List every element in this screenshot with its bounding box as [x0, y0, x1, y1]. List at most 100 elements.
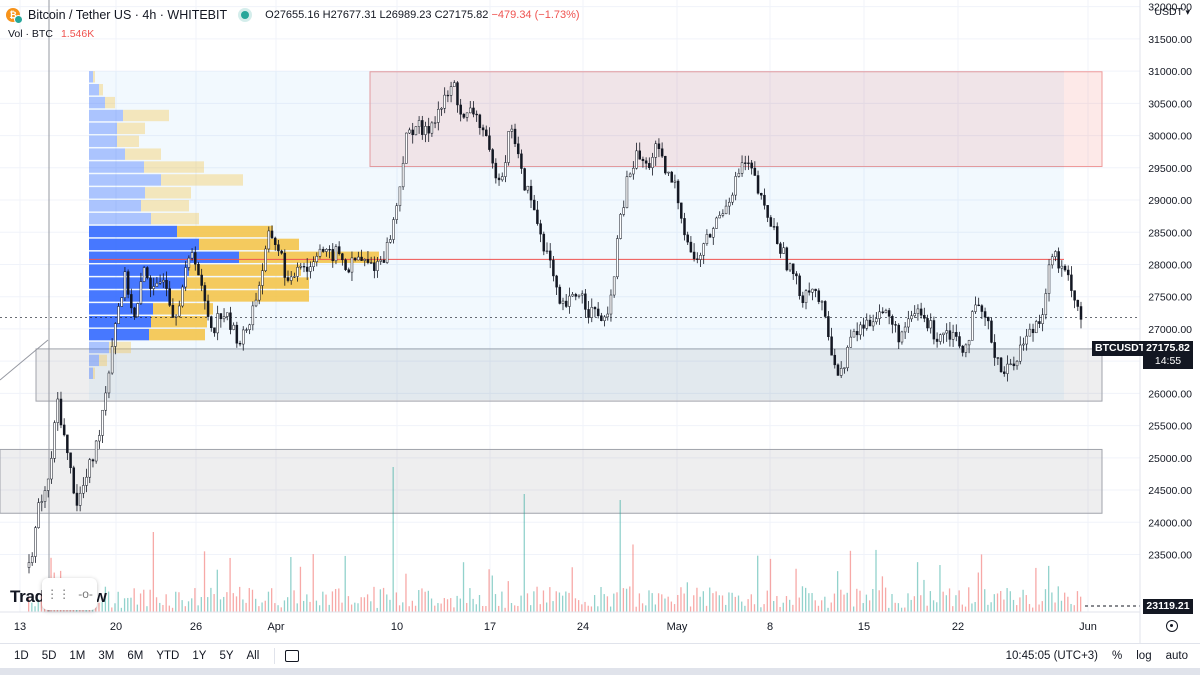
percent-toggle[interactable]: %: [1112, 650, 1123, 662]
volume-bar-220: [731, 592, 733, 612]
candle-body-158: [532, 199, 536, 211]
range-1d[interactable]: 1D: [14, 650, 29, 662]
candle-body-53: [197, 263, 200, 276]
candle-body-297: [977, 304, 980, 307]
volume-bar-130: [443, 598, 445, 612]
currency-selector[interactable]: USDT: [1154, 6, 1190, 18]
candle-body-160: [539, 223, 542, 235]
symbol-title[interactable]: Bitcoin / Tether US · 4h · WHITEBIT: [28, 8, 228, 22]
range-5y[interactable]: 5Y: [219, 650, 234, 662]
candle-body-206: [686, 234, 689, 243]
time-tick-label-4: 10: [391, 621, 403, 633]
volume-bar-156: [526, 593, 529, 612]
candle-body-257: [849, 336, 853, 348]
range-ytd[interactable]: YTD: [156, 650, 180, 662]
volume-bar-227: [753, 604, 756, 612]
volume-bar-210: [699, 596, 701, 612]
volume-bar-188: [629, 586, 631, 612]
candle-body-252: [833, 354, 837, 366]
volume-bar-89: [312, 554, 314, 612]
volume-bar-39: [152, 532, 155, 612]
candle-body-177: [593, 307, 597, 310]
candle-body-267: [881, 311, 885, 314]
candle-body-236: [782, 247, 785, 254]
volume-bar-73: [261, 602, 263, 612]
candle-body-261: [862, 324, 865, 329]
drag-dots-icon[interactable]: ⋮⋮: [46, 587, 71, 601]
range-1m[interactable]: 1M: [69, 650, 86, 662]
goto-date-icon[interactable]: [285, 650, 300, 662]
candle-body-142: [481, 127, 485, 131]
candle-body-220: [731, 194, 734, 203]
candle-body-38: [149, 277, 152, 289]
candle-body-115: [395, 205, 398, 220]
profile-sell-bar-8: [161, 174, 243, 186]
price-axis-background: [1140, 0, 1200, 643]
volume-bar-307: [1009, 591, 1011, 612]
range-3m[interactable]: 3M: [98, 650, 115, 662]
volume-bar-257: [849, 550, 852, 612]
candle-body-106: [366, 259, 370, 263]
volume-bar-324: [1064, 592, 1066, 612]
volume-bar-229: [760, 607, 762, 612]
candle-body-150: [507, 131, 510, 163]
volume-bar-187: [625, 588, 628, 612]
profile-sell-bar-11: [151, 212, 199, 225]
volume-bar-98: [341, 602, 343, 612]
volume-bar-261: [862, 603, 864, 612]
volume-bar-144: [488, 569, 490, 612]
candle-body-288: [948, 330, 952, 340]
volume-bar-136: [462, 562, 465, 612]
settings-icon[interactable]: [1166, 620, 1178, 632]
volume-bar-35: [139, 593, 142, 612]
profile-buy-bar-7: [89, 161, 144, 173]
price-tick-label-0: 23500.00: [1148, 550, 1192, 562]
market-status-icon[interactable]: [241, 11, 250, 19]
volume-bar-228: [757, 555, 759, 612]
volume-bar-246: [814, 600, 816, 612]
volume-bar-241: [798, 597, 800, 612]
volume-bar-184: [616, 592, 618, 612]
clock-time[interactable]: 10:45:05 (UTC+3): [1005, 650, 1099, 662]
volume-bar-146: [494, 594, 497, 612]
volume-bar-1: [31, 602, 33, 612]
volume-bar-151: [510, 603, 513, 612]
drawing-toolbar-handle[interactable]: ⋮⋮ -o-: [42, 578, 97, 610]
candle-body-316: [1038, 321, 1041, 324]
candle-body-76: [270, 230, 274, 239]
volume-bar-63: [229, 557, 231, 612]
volume-bar-225: [747, 599, 749, 612]
line-tool-icon[interactable]: -o-: [78, 587, 93, 601]
range-5d[interactable]: 5D: [41, 650, 57, 662]
range-all[interactable]: All: [246, 650, 260, 662]
candle-body-223: [740, 162, 744, 174]
volume-bar-114: [392, 467, 394, 612]
candle-body-225: [747, 162, 750, 164]
candle-body-189: [632, 167, 635, 175]
candle-body-180: [603, 316, 606, 321]
profile-buy-bar-10: [89, 200, 141, 212]
volume-bar-75: [267, 591, 270, 612]
candle-body-63: [229, 312, 232, 330]
range-6m[interactable]: 6M: [127, 650, 144, 662]
log-toggle[interactable]: log: [1136, 650, 1152, 662]
candle-body-90: [315, 256, 319, 262]
profile-buy-bar-21: [89, 341, 109, 354]
volume-bar-219: [728, 592, 730, 612]
candle-body-144: [488, 135, 491, 150]
range-1y[interactable]: 1Y: [192, 650, 207, 662]
candle-body-34: [136, 303, 139, 318]
candle-body-233: [772, 226, 776, 228]
candle-body-195: [651, 157, 654, 169]
volume-bar-213: [709, 587, 711, 612]
volume-bar-234: [776, 596, 778, 612]
volume-bar-164: [552, 601, 554, 612]
auto-toggle[interactable]: auto: [1165, 650, 1188, 662]
candle-body-190: [635, 150, 638, 169]
candle-body-247: [817, 290, 821, 302]
candle-body-74: [264, 248, 267, 271]
volume-bar-279: [920, 595, 922, 612]
candle-body-30: [123, 271, 127, 298]
candle-body-314: [1031, 328, 1035, 334]
